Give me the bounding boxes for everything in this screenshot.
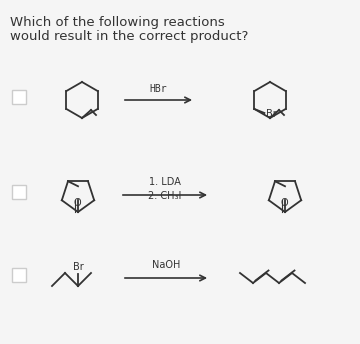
Bar xyxy=(12,268,26,282)
Text: NaOH: NaOH xyxy=(152,260,180,270)
Bar xyxy=(12,90,26,104)
Text: O: O xyxy=(280,198,288,208)
Text: O: O xyxy=(73,198,81,208)
Text: Br: Br xyxy=(266,109,277,119)
Text: would result in the correct product?: would result in the correct product? xyxy=(10,30,248,43)
Text: 1. LDA: 1. LDA xyxy=(149,177,181,187)
Text: Br: Br xyxy=(73,262,84,272)
Text: 2. CH₃I: 2. CH₃I xyxy=(148,191,182,201)
Text: Which of the following reactions: Which of the following reactions xyxy=(10,16,225,29)
Text: HBr: HBr xyxy=(150,84,167,94)
Bar xyxy=(12,185,26,199)
